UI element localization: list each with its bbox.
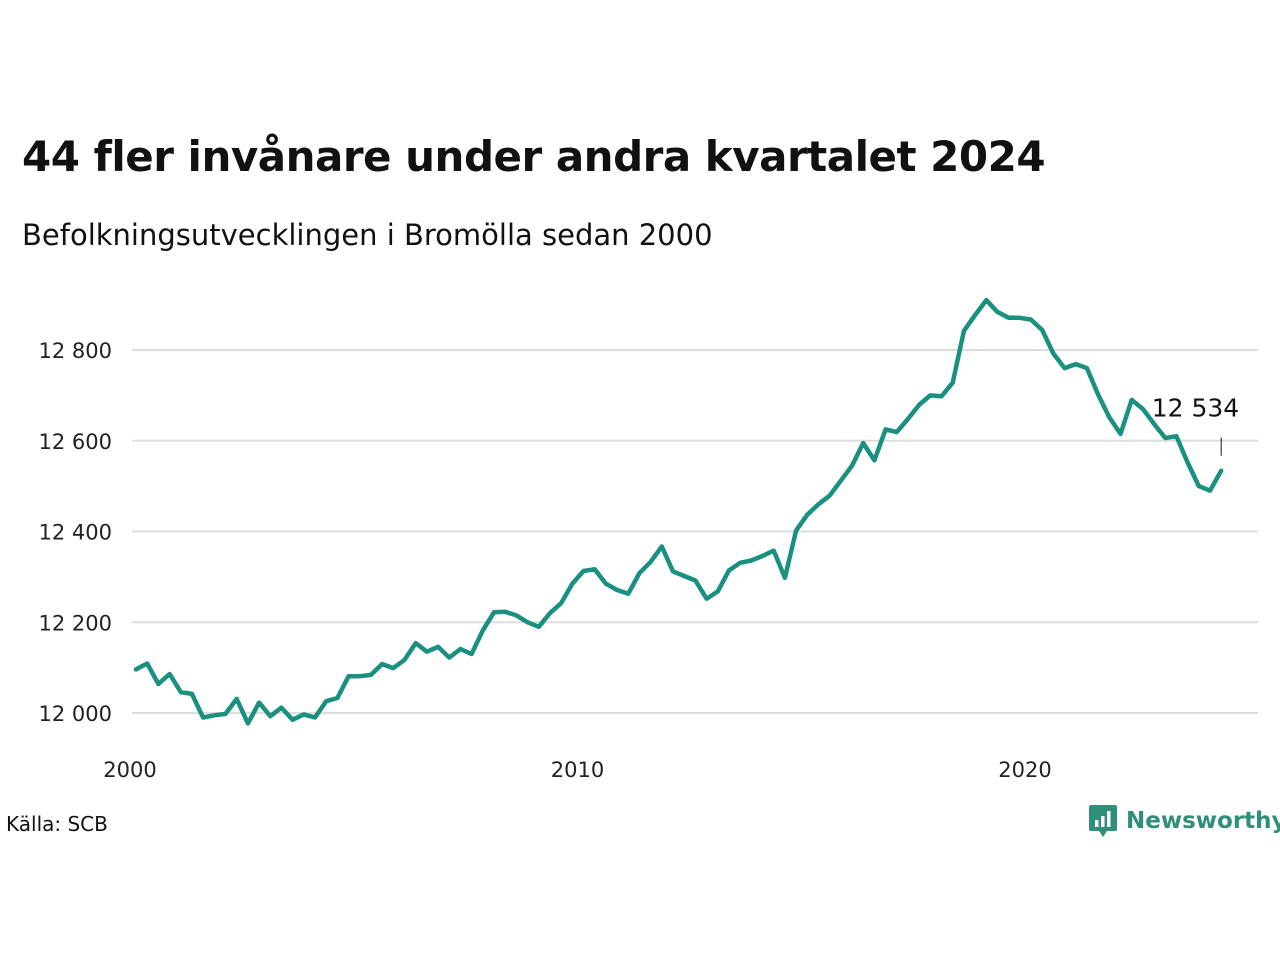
series-line bbox=[133, 297, 1224, 726]
y-tick-label: 12 800 bbox=[39, 339, 112, 363]
source-note: Källa: SCB bbox=[6, 812, 108, 836]
y-tick-label: 12 000 bbox=[39, 702, 112, 726]
x-tick-label: 2000 bbox=[103, 758, 156, 782]
y-tick-label: 12 400 bbox=[39, 521, 112, 545]
y-tick-label: 12 600 bbox=[39, 430, 112, 454]
brand-name: Newsworthy bbox=[1126, 808, 1280, 834]
x-tick-label: 2010 bbox=[551, 758, 604, 782]
x-tick-label: 2020 bbox=[998, 758, 1051, 782]
chart-subtitle: Befolkningsutvecklingen i Bromölla sedan… bbox=[22, 218, 713, 252]
chart-title: 44 fler invånare under andra kvartalet 2… bbox=[22, 132, 1046, 181]
brand-logo[interactable]: Newsworthy bbox=[1088, 804, 1280, 838]
annotation-label: 12 534 bbox=[1152, 394, 1239, 423]
y-tick-label: 12 200 bbox=[39, 611, 112, 635]
newsworthy-logo-icon bbox=[1089, 805, 1117, 837]
